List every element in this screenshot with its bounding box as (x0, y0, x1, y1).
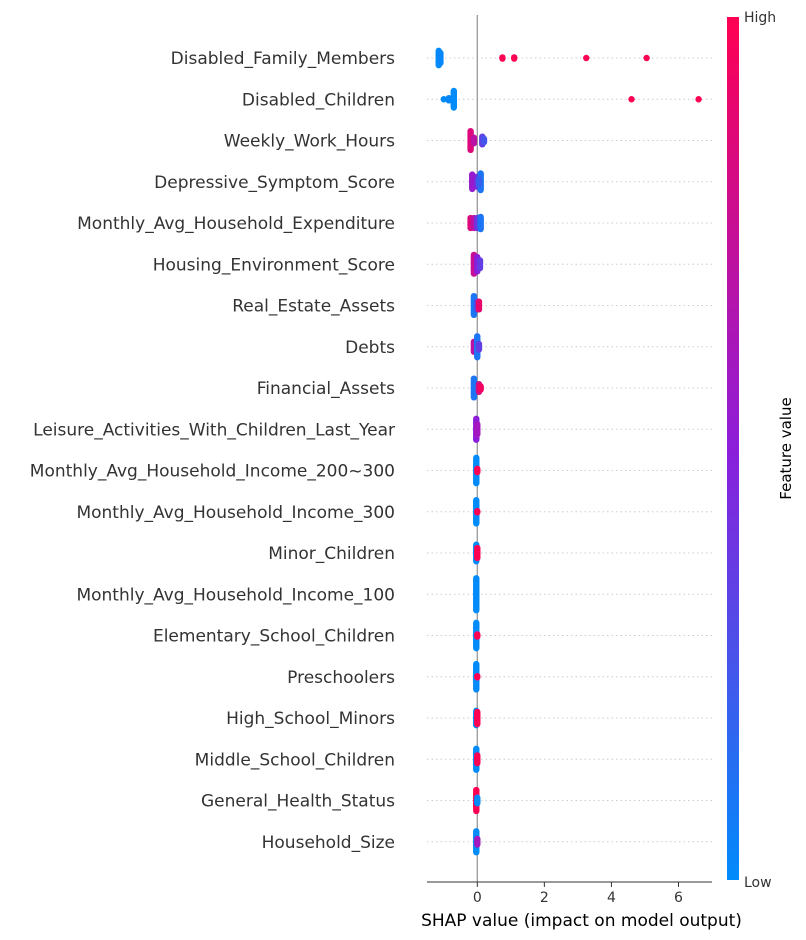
feature-label: Housing_Environment_Score (153, 255, 395, 275)
feature-row-points (473, 497, 481, 527)
shap-point (583, 54, 590, 62)
feature-row-points (440, 87, 702, 111)
feature-row-points (467, 127, 488, 154)
x-axis-title: SHAP value (impact on model output) (421, 911, 742, 931)
feature-label: Weekly_Work_Hours (224, 132, 395, 152)
feature-label: Monthly_Avg_Household_Income_300 (76, 503, 395, 523)
shap-point (473, 520, 480, 527)
x-tick-label: 0 (473, 890, 482, 906)
shap-point (445, 97, 452, 104)
shap-point (440, 96, 447, 103)
shap-point (474, 633, 481, 640)
shap-point (474, 759, 481, 767)
x-tick-label: 6 (674, 890, 683, 906)
colorbar-low-label: Low (744, 875, 772, 891)
feature-row-points (473, 707, 481, 729)
shap-point (499, 55, 506, 62)
x-tick-label: 2 (540, 890, 549, 906)
shap-point (450, 104, 458, 111)
shap-point (473, 766, 480, 773)
feature-row-points (473, 786, 481, 815)
feature-label: Middle_School_Children (195, 750, 395, 770)
shap-point (628, 96, 635, 103)
feature-row-points (469, 170, 484, 194)
feature-label: Preschoolers (287, 668, 395, 688)
shap-point (477, 186, 484, 194)
feature-row-points (470, 375, 484, 401)
shap-point (474, 554, 481, 562)
colorbar-gradient (727, 17, 739, 880)
shap-point (477, 386, 484, 393)
shap-point (474, 354, 481, 361)
feature-label: Disabled_Family_Members (171, 49, 395, 69)
shap-point (473, 607, 480, 614)
feature-label: General_Health_Status (201, 792, 395, 812)
feature-row-points (470, 333, 483, 361)
shap-point (473, 479, 480, 487)
x-tick-label: 4 (607, 890, 616, 906)
feature-label: Debts (345, 338, 395, 358)
shap-point (643, 54, 650, 62)
shap-point (473, 436, 480, 443)
shap-point (470, 394, 478, 401)
feature-row-points (473, 660, 481, 693)
shap-point (473, 807, 480, 815)
feature-label: Elementary_School_Children (153, 627, 395, 647)
feature-label: Monthly_Avg_Household_Income_200~300 (30, 462, 395, 482)
feature-row-points (470, 251, 484, 277)
shap-point (475, 306, 483, 313)
feature-row-points (473, 575, 480, 614)
shap-point (480, 138, 488, 146)
feature-row-points (473, 619, 481, 652)
feature-label: Disabled_Children (242, 90, 395, 110)
shap-point (474, 509, 481, 516)
shap-point (695, 96, 702, 103)
shap-point (474, 841, 481, 848)
colorbar-high-label: High (744, 10, 776, 26)
shap-point (470, 140, 478, 147)
shap-point (474, 431, 481, 438)
shap-point (473, 849, 480, 856)
feature-label: Household_Size (262, 833, 395, 853)
shap-point (475, 181, 483, 188)
shap-point (473, 686, 480, 693)
feature-row-points (473, 454, 481, 487)
feature-row-points (470, 292, 483, 319)
x-axis: 0 2 4 6 (427, 881, 712, 906)
colorbar: High Low Feature value (727, 10, 795, 891)
feature-label: Minor_Children (268, 544, 395, 564)
shap-point (437, 59, 444, 67)
feature-row-points (473, 541, 481, 565)
feature-row-points (473, 828, 481, 856)
shap-point (474, 468, 481, 476)
shap-point (474, 674, 481, 681)
feature-row-points (435, 47, 650, 69)
feature-label: Monthly_Avg_Household_Income_100 (76, 585, 395, 605)
feature-label: Leisure_Activities_With_Children_Last_Ye… (33, 420, 395, 440)
feature-row-points (467, 213, 484, 233)
feature-label: High_School_Minors (226, 709, 395, 729)
feature-label: Financial_Assets (257, 379, 395, 399)
shap-point (477, 225, 484, 233)
shap-point (510, 55, 518, 62)
shap-point (473, 644, 480, 652)
feature-row-points (473, 745, 481, 773)
shap-point (469, 185, 476, 193)
feature-label: Monthly_Avg_Household_Expenditure (77, 214, 395, 234)
feature-label: Depressive_Symptom_Score (154, 173, 395, 193)
shap-point (467, 146, 474, 154)
feature-row-points (473, 415, 481, 443)
colorbar-title: Feature value (777, 397, 795, 499)
shap-point (474, 800, 481, 807)
shap-point (475, 346, 483, 353)
feature-labels: Disabled_Family_Members Disabled_Children… (30, 49, 395, 853)
feature-label: Real_Estate_Assets (232, 297, 395, 317)
shap-point (474, 720, 481, 728)
shap-points (435, 47, 702, 856)
shap-point (476, 264, 484, 272)
shap-point (470, 311, 478, 319)
